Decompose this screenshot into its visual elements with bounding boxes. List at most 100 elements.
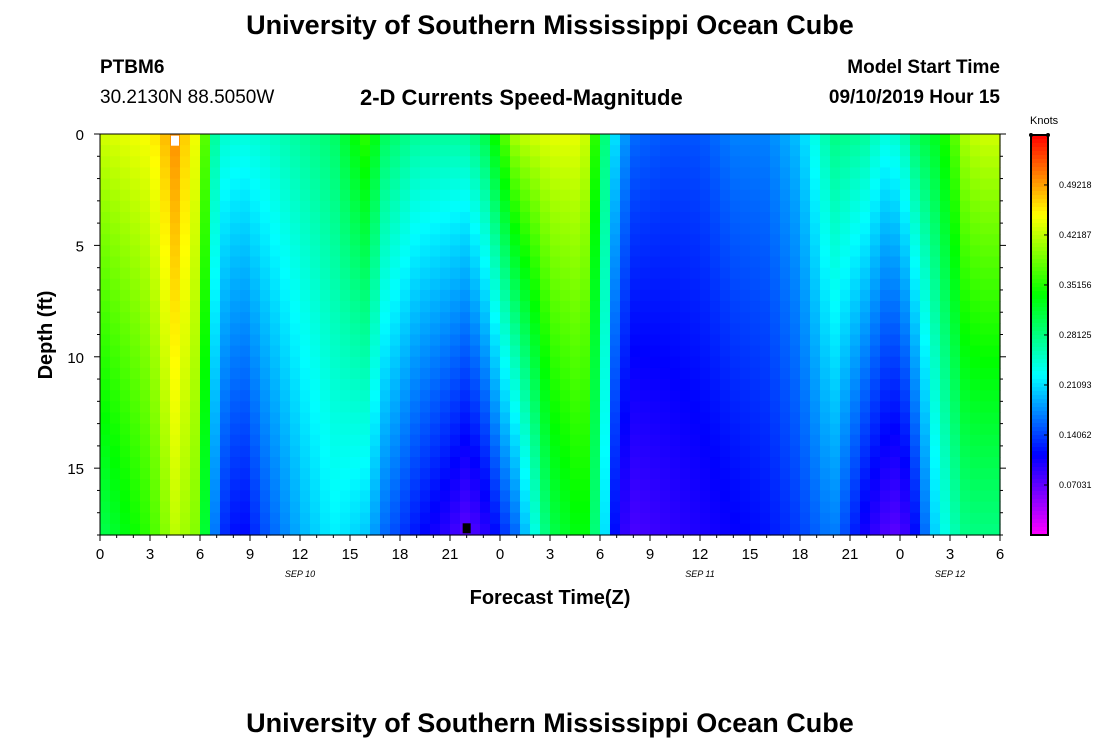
heatmap-cell (500, 423, 511, 436)
heatmap-cell (500, 323, 511, 336)
heatmap-cell (300, 301, 311, 313)
heatmap-cell (610, 156, 621, 169)
heatmap-cell (810, 457, 821, 469)
heatmap-cell (570, 468, 581, 480)
heatmap-cell (810, 501, 821, 514)
heatmap-cell (440, 412, 451, 425)
heatmap-cell (900, 301, 911, 313)
colorbar-swatch (1031, 143, 1048, 148)
heatmap-cell (220, 501, 231, 514)
heatmap-cell (950, 367, 961, 380)
heatmap-cell (550, 256, 561, 269)
heatmap-cell (390, 367, 401, 380)
heatmap-cell (100, 490, 111, 503)
heatmap-cell (700, 523, 711, 536)
heatmap-cell (500, 457, 511, 469)
heatmap-cell (350, 245, 361, 258)
heatmap-cell (960, 479, 971, 492)
heatmap-cell (830, 468, 841, 480)
heatmap-cell (640, 156, 651, 169)
x-date-label: SEP 11 (685, 569, 715, 579)
heatmap-cell (790, 345, 801, 358)
heatmap-cell (210, 457, 221, 469)
heatmap-cell (360, 323, 371, 336)
heatmap-cell (980, 312, 991, 324)
heatmap-cell (190, 401, 201, 414)
heatmap-cell (940, 445, 951, 458)
heatmap-cell (770, 379, 781, 391)
heatmap-cell (520, 167, 531, 180)
heatmap-cell (300, 289, 311, 302)
heatmap-cell (460, 156, 471, 169)
heatmap-cell (920, 267, 931, 280)
heatmap-cell (520, 345, 531, 358)
heatmap-cell (730, 356, 741, 369)
heatmap-cell (990, 312, 1001, 324)
heatmap-cell (320, 323, 331, 336)
heatmap-cell (920, 412, 931, 425)
heatmap-cell (610, 134, 621, 146)
heatmap-cell (330, 523, 341, 536)
heatmap-cell (620, 211, 631, 224)
heatmap-cell (310, 523, 321, 536)
heatmap-cell (310, 178, 321, 191)
heatmap-cell (200, 301, 211, 313)
heatmap-cell (610, 178, 621, 191)
heatmap-cell (310, 367, 321, 380)
heatmap-cell (200, 457, 211, 469)
heatmap-cell (730, 401, 741, 414)
heatmap-cell (190, 134, 201, 146)
heatmap-cell (920, 457, 931, 469)
heatmap-cell (610, 200, 621, 213)
heatmap-cell (170, 178, 181, 191)
heatmap-cell (910, 189, 921, 202)
heatmap-cell (250, 468, 261, 480)
heatmap-cell (650, 167, 661, 180)
heatmap-cell (260, 379, 271, 391)
heatmap-cell (340, 289, 351, 302)
heatmap-cell (600, 468, 611, 480)
heatmap-cell (260, 512, 271, 525)
heatmap-cell (100, 379, 111, 391)
heatmap-cell (590, 312, 601, 324)
heatmap-cell (740, 301, 751, 313)
heatmap-cell (320, 334, 331, 347)
heatmap-cell (430, 523, 441, 536)
heatmap-cell (550, 512, 561, 525)
heatmap-cell (870, 334, 881, 347)
heatmap-cell (810, 423, 821, 436)
heatmap-cell (890, 512, 901, 525)
heatmap-cell (900, 167, 911, 180)
heatmap-cell (500, 178, 511, 191)
heatmap-cell (350, 523, 361, 536)
colorbar-swatch (1031, 335, 1048, 340)
heatmap-cell (290, 323, 301, 336)
heatmap-cell (410, 256, 421, 269)
heatmap-cell (700, 379, 711, 391)
heatmap-cell (630, 412, 641, 425)
heatmap-cell (600, 390, 611, 402)
heatmap-cell (710, 134, 721, 146)
colorbar-swatch (1031, 195, 1048, 200)
heatmap-cell (350, 223, 361, 235)
heatmap-cell (840, 512, 851, 525)
heatmap-cell (500, 468, 511, 480)
heatmap-cell (470, 234, 481, 246)
heatmap-cell (610, 401, 621, 414)
heatmap-cell (550, 401, 561, 414)
heatmap-cell (700, 457, 711, 469)
heatmap-cell (420, 512, 431, 525)
heatmap-cell (340, 134, 351, 146)
heatmap-cell (300, 401, 311, 414)
heatmap-cell (540, 200, 551, 213)
heatmap-cell (280, 457, 291, 469)
heatmap-cell (410, 289, 421, 302)
heatmap-cell (540, 223, 551, 235)
heatmap-cell (350, 479, 361, 492)
heatmap-cell (290, 345, 301, 358)
heatmap-cell (380, 312, 391, 324)
heatmap-cell (110, 289, 121, 302)
heatmap-cell (920, 501, 931, 514)
heatmap-cell (680, 457, 691, 469)
heatmap-cell (290, 200, 301, 213)
